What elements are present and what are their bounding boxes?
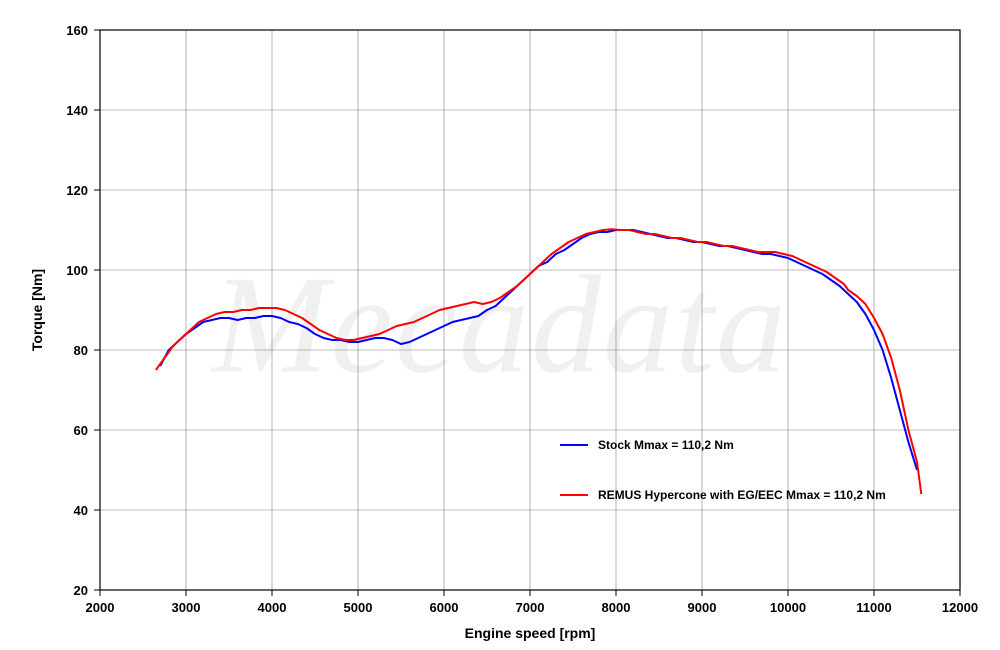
x-tick-label: 3000 [172, 600, 201, 615]
x-tick-label: 11000 [856, 600, 891, 615]
x-tick-label: 9000 [688, 600, 717, 615]
y-tick-label: 120 [66, 183, 88, 198]
y-axis-label: Torque [Nm] [29, 269, 45, 351]
y-tick-label: 40 [74, 503, 88, 518]
x-tick-label: 8000 [602, 600, 631, 615]
torque-chart: 2000 3000 4000 5000 6000 7000 8000 9000 10000 110… [0, 0, 1000, 650]
y-tick-label: 60 [74, 423, 88, 438]
x-tick-label: 2000 [86, 600, 115, 615]
x-tick-label: 10000 [770, 600, 806, 615]
y-tick-label: 140 [66, 103, 88, 118]
y-tick-label: 160 [66, 23, 88, 38]
legend-label: REMUS Hypercone with EG/EEC Mmax = 110,2… [598, 488, 886, 502]
x-tick-label: 6000 [430, 600, 459, 615]
y-tick-label: 20 [74, 583, 88, 598]
y-tick-label: 80 [74, 343, 88, 358]
x-tick-label: 5000 [344, 600, 373, 615]
series-line-1 [156, 229, 921, 494]
x-tick-label: 12000 [942, 600, 978, 615]
y-tick-label: 100 [66, 263, 88, 278]
legend-label: Stock Mmax = 110,2 Nm [598, 438, 734, 452]
x-tick-label: 7000 [516, 600, 545, 615]
x-axis-label: Engine speed [rpm] [465, 625, 596, 641]
x-tick-label: 4000 [258, 600, 287, 615]
